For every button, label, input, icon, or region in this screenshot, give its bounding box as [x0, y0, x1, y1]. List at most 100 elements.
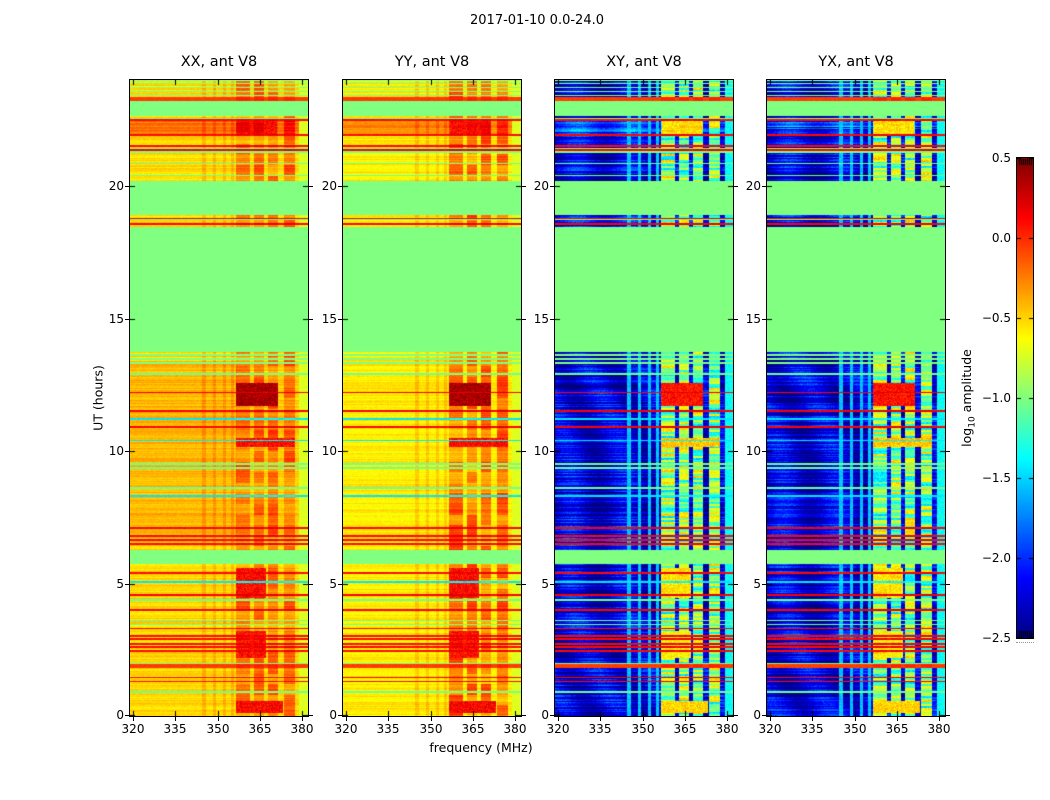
- y-tick-mark: [550, 715, 554, 716]
- x-tick-mark: [133, 717, 134, 721]
- x-tick-mark: [855, 717, 856, 721]
- x-tick-mark: [558, 717, 559, 721]
- y-tick-mark: [550, 319, 554, 320]
- x-tick-label: 365: [885, 722, 909, 736]
- x-tick-mark: [175, 717, 176, 721]
- colorbar-underflow-dots: [1016, 642, 1034, 643]
- x-tick-label: 380: [290, 722, 314, 736]
- y-tick-mark: [309, 186, 313, 187]
- x-tick-label: 335: [163, 722, 187, 736]
- x-tick-mark: [727, 717, 728, 721]
- y-tick-mark: [338, 715, 342, 716]
- x-tick-mark: [260, 717, 261, 721]
- y-tick-mark: [522, 584, 526, 585]
- x-tick-label: 350: [206, 722, 230, 736]
- y-tick-label: 0: [541, 708, 549, 722]
- x-tick-mark: [473, 717, 474, 721]
- y-tick-mark: [734, 584, 738, 585]
- colorbar-label-pre: log: [958, 427, 974, 447]
- y-tick-mark: [309, 584, 313, 585]
- y-tick-label: 10: [533, 444, 549, 458]
- heatmap-yy: [342, 79, 522, 717]
- y-tick-mark: [550, 451, 554, 452]
- y-tick-mark: [550, 584, 554, 585]
- x-tick-label: 350: [631, 722, 655, 736]
- y-tick-mark: [309, 451, 313, 452]
- y-tick-label: 20: [108, 179, 124, 193]
- y-tick-label: 15: [321, 312, 337, 326]
- x-tick-mark: [515, 717, 516, 721]
- panel-xx: XX, ant V8 0 5 10 15 20 320 335 350 365 380: [109, 54, 314, 736]
- x-tick-mark: [302, 717, 303, 721]
- y-tick-mark: [522, 319, 526, 320]
- panel-xy: XY, ant V8 0 5 10 15 20 320 335 350 365 380: [534, 54, 739, 736]
- colorbar: log10 amplitude 0.5 0.0 −0.5 −1.0 −1.5 −2.0 −2…: [959, 151, 1034, 645]
- x-tick-label: 335: [800, 722, 824, 736]
- panel-title-xy: XY, ant V8: [606, 54, 682, 70]
- colorbar-tick-label: −2.5: [981, 631, 1011, 645]
- y-tick-label: 0: [116, 708, 124, 722]
- x-tick-mark: [346, 717, 347, 721]
- y-tick-mark: [762, 451, 766, 452]
- y-tick-mark: [734, 715, 738, 716]
- x-tick-label: 380: [927, 722, 951, 736]
- y-tick-label: 20: [745, 179, 761, 193]
- y-tick-label: 20: [533, 179, 549, 193]
- panel-title-yy: YY, ant V8: [394, 54, 470, 70]
- y-tick-label: 5: [116, 577, 124, 591]
- colorbar-tick-label: 0.0: [991, 231, 1011, 245]
- x-tick-label: 320: [546, 722, 570, 736]
- y-tick-mark: [125, 319, 129, 320]
- colorbar-label-sub: 10: [967, 416, 978, 428]
- y-tick-mark: [309, 715, 313, 716]
- y-tick-label: 15: [745, 312, 761, 326]
- y-tick-label: 10: [321, 444, 337, 458]
- x-tick-label: 320: [334, 722, 358, 736]
- y-tick-mark: [734, 186, 738, 187]
- y-tick-mark: [125, 584, 129, 585]
- x-tick-label: 335: [588, 722, 612, 736]
- colorbar-tick-label: −0.5: [981, 311, 1011, 325]
- y-tick-mark: [338, 186, 342, 187]
- x-tick-label: 320: [758, 722, 782, 736]
- y-tick-mark: [550, 186, 554, 187]
- y-tick-mark: [522, 451, 526, 452]
- colorbar-tick-label: −1.5: [981, 471, 1011, 485]
- y-tick-label: 10: [108, 444, 124, 458]
- y-tick-label: 0: [753, 708, 761, 722]
- y-tick-mark: [946, 319, 950, 320]
- y-tick-label: 5: [753, 577, 761, 591]
- colorbar-tick-label: −2.0: [981, 551, 1011, 565]
- y-tick-label: 0: [329, 708, 337, 722]
- y-tick-label: 15: [108, 312, 124, 326]
- x-tick-label: 365: [461, 722, 485, 736]
- x-tick-label: 365: [248, 722, 272, 736]
- x-tick-mark: [643, 717, 644, 721]
- y-tick-label: 5: [329, 577, 337, 591]
- y-tick-mark: [734, 319, 738, 320]
- x-tick-label: 320: [121, 722, 145, 736]
- y-tick-mark: [522, 186, 526, 187]
- y-tick-mark: [946, 584, 950, 585]
- heatmap-xy: [554, 79, 734, 717]
- x-tick-mark: [812, 717, 813, 721]
- y-tick-mark: [522, 715, 526, 716]
- x-tick-mark: [685, 717, 686, 721]
- x-axis-label: frequency (MHz): [429, 740, 533, 755]
- panel-yx: YX, ant V8 0 5 10 15 20 320 335 350 365 380: [746, 54, 951, 736]
- x-tick-mark: [218, 717, 219, 721]
- y-tick-label: 5: [541, 577, 549, 591]
- y-tick-mark: [762, 715, 766, 716]
- x-tick-mark: [770, 717, 771, 721]
- y-tick-mark: [762, 319, 766, 320]
- x-tick-mark: [600, 717, 601, 721]
- y-tick-label: 15: [533, 312, 549, 326]
- y-tick-mark: [762, 186, 766, 187]
- x-tick-label: 365: [673, 722, 697, 736]
- x-tick-label: 380: [715, 722, 739, 736]
- y-tick-mark: [762, 584, 766, 585]
- y-tick-mark: [309, 319, 313, 320]
- figure-title: 2017-01-10 0.0-24.0: [470, 13, 604, 28]
- x-tick-label: 380: [503, 722, 527, 736]
- colorbar-label-post: amplitude: [958, 349, 974, 417]
